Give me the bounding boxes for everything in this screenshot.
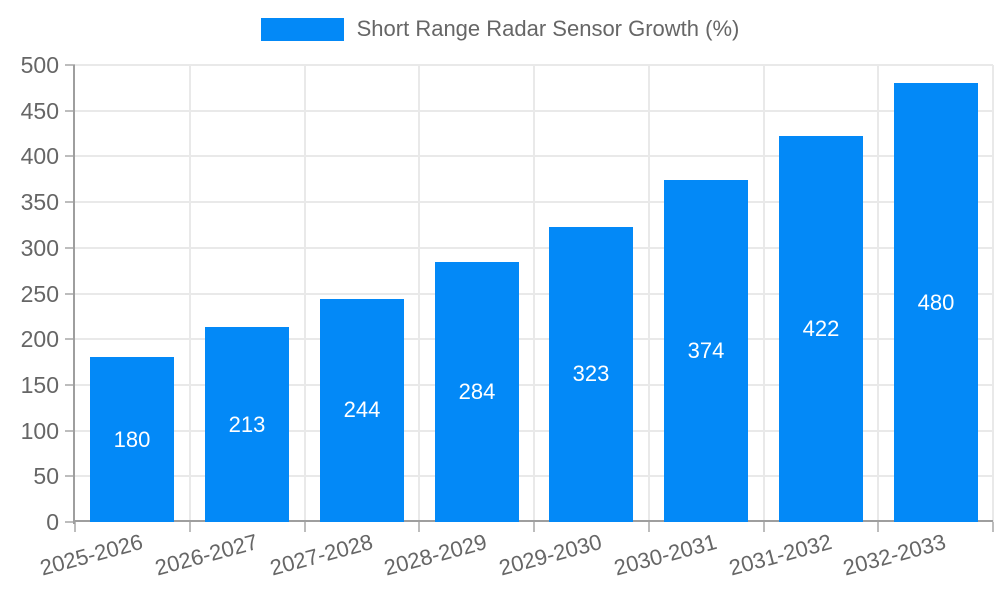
x-tick [418, 522, 421, 532]
y-axis-tick-label: 500 [20, 52, 59, 78]
y-tick [65, 429, 75, 432]
y-tick [65, 201, 75, 204]
y-axis-tick-label: 100 [20, 417, 59, 444]
bar[interactable] [779, 136, 863, 522]
x-tick [303, 522, 306, 532]
y-tick [65, 475, 75, 478]
y-tick [65, 64, 75, 66]
legend-label: Short Range Radar Sensor Growth (%) [356, 16, 740, 41]
bar-value-label: 213 [228, 411, 266, 437]
bar[interactable] [205, 327, 289, 522]
y-axis-tick-label: 400 [20, 143, 59, 170]
x-gridline [992, 65, 994, 522]
y-tick [65, 155, 75, 158]
bar[interactable] [435, 262, 519, 522]
bar-value-label: 422 [802, 316, 840, 342]
y-axis-tick-label: 50 [33, 463, 59, 490]
x-axis-line [75, 520, 993, 522]
y-axis-tick-label: 150 [20, 371, 59, 398]
x-tick [188, 522, 191, 532]
y-tick [65, 109, 75, 112]
y-axis-tick-label: 250 [20, 280, 59, 307]
y-tick [65, 292, 75, 295]
bar-value-label: 244 [343, 397, 381, 423]
x-axis-tick-label: 2025-2026 [37, 529, 146, 581]
bar-value-label: 374 [687, 338, 725, 364]
legend[interactable]: Short Range Radar Sensor Growth (%) [0, 16, 1000, 42]
y-tick [65, 246, 75, 249]
x-axis-tick-label: 2029-2030 [496, 529, 605, 581]
x-tick [877, 522, 880, 532]
y-axis-tick-label: 300 [20, 234, 59, 261]
y-tick [65, 338, 75, 341]
bar-value-label: 284 [458, 379, 496, 405]
y-tick [65, 521, 75, 523]
x-tick [74, 522, 76, 532]
x-gridline [647, 65, 650, 522]
x-gridline [418, 65, 421, 522]
x-tick [992, 522, 994, 532]
bar[interactable] [320, 298, 404, 522]
bar-value-label: 180 [113, 426, 151, 452]
x-gridline [303, 65, 306, 522]
x-axis-tick-label: 2031-2032 [725, 529, 835, 581]
x-gridline [188, 65, 191, 522]
x-axis-tick-label: 2026-2027 [152, 529, 261, 581]
y-axis-line [73, 65, 75, 524]
bar-value-label: 480 [917, 289, 955, 315]
x-gridline [533, 65, 535, 522]
x-axis-tick-label: 2032-2033 [840, 529, 949, 581]
bar[interactable] [664, 180, 748, 522]
x-tick [533, 522, 535, 532]
x-axis-tick-label: 2028-2029 [381, 529, 490, 581]
x-axis-tick-label: 2027-2028 [266, 529, 376, 581]
legend-swatch [260, 17, 344, 41]
y-axis-tick-label: 0 [46, 509, 59, 535]
x-tick [762, 522, 765, 532]
bar[interactable] [90, 357, 174, 522]
x-axis-tick-label: 2030-2031 [611, 529, 720, 581]
x-gridline [877, 65, 880, 522]
y-axis-tick-label: 350 [20, 189, 59, 216]
y-axis-tick-label: 450 [20, 97, 59, 124]
bar-value-label: 323 [572, 361, 610, 387]
y-axis-tick-label: 200 [20, 326, 59, 353]
x-gridline [762, 65, 765, 522]
bar[interactable] [549, 226, 633, 522]
bar[interactable] [894, 83, 978, 522]
x-tick [647, 522, 650, 532]
y-tick [65, 383, 75, 386]
